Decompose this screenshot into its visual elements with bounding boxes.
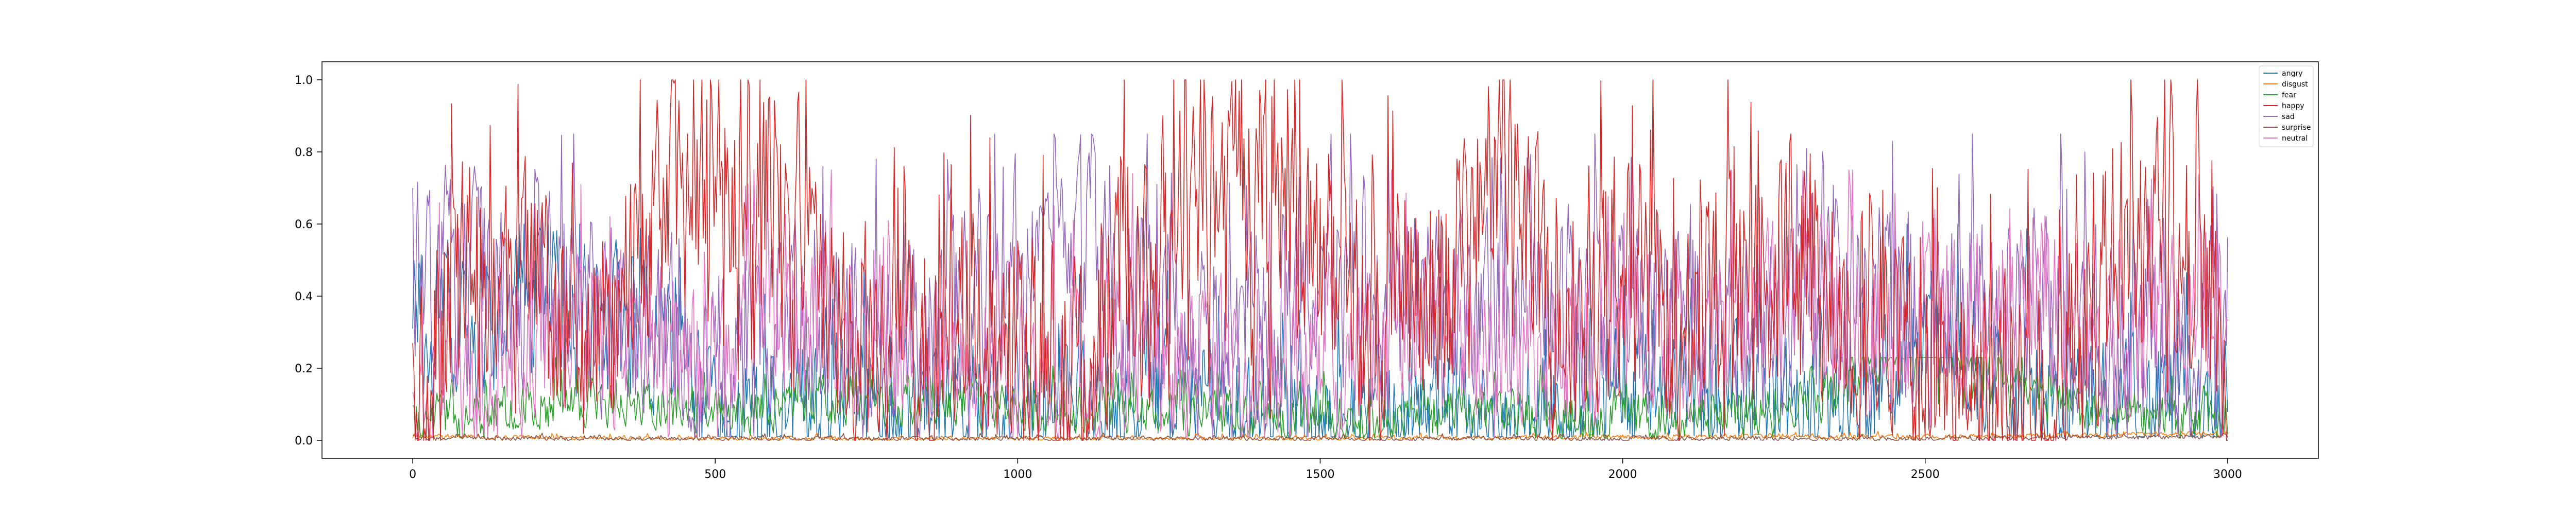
x-tick-label: 0	[409, 468, 416, 481]
x-tick-label: 2500	[1911, 468, 1940, 481]
y-tick-label: 0.8	[295, 146, 313, 159]
x-tick-label: 500	[704, 468, 726, 481]
legend-label-sad: sad	[2282, 113, 2295, 121]
series-line-fear	[412, 357, 2228, 439]
y-tick-label: 1.0	[295, 74, 313, 87]
legend-label-disgust: disgust	[2282, 80, 2308, 89]
series-line-angry	[412, 224, 2228, 437]
x-tick-label: 1000	[1003, 468, 1032, 481]
series-line-happy	[412, 79, 2228, 441]
series-layer	[412, 79, 2228, 441]
x-tick-label: 2000	[1608, 468, 1637, 481]
legend-label-happy: happy	[2282, 102, 2304, 110]
series-line-sad	[412, 133, 2228, 437]
series-line-surprise	[413, 433, 2228, 441]
y-tick-label: 0.4	[295, 290, 313, 303]
legend-label-neutral: neutral	[2282, 134, 2308, 143]
legend-box	[2259, 65, 2314, 147]
series-line-neutral	[412, 169, 2228, 437]
y-tick-label: 0.2	[295, 363, 313, 375]
legend-label-angry: angry	[2282, 70, 2302, 78]
x-tick-label: 1500	[1306, 468, 1335, 481]
x-tick-label: 3000	[2213, 468, 2242, 481]
y-tick-label: 0.6	[295, 218, 313, 231]
axis-ticks: 0 500 1000 1500 2000 2500 3000 0.0 0.2 0.4 0.6 0.8 1…	[295, 74, 2242, 481]
legend-label-fear: fear	[2282, 91, 2296, 99]
y-tick-label: 0.0	[295, 435, 313, 448]
legend-label-surprise: surprise	[2282, 124, 2311, 132]
legend: angry disgust fear happy sad surprise neutral	[2259, 65, 2314, 147]
